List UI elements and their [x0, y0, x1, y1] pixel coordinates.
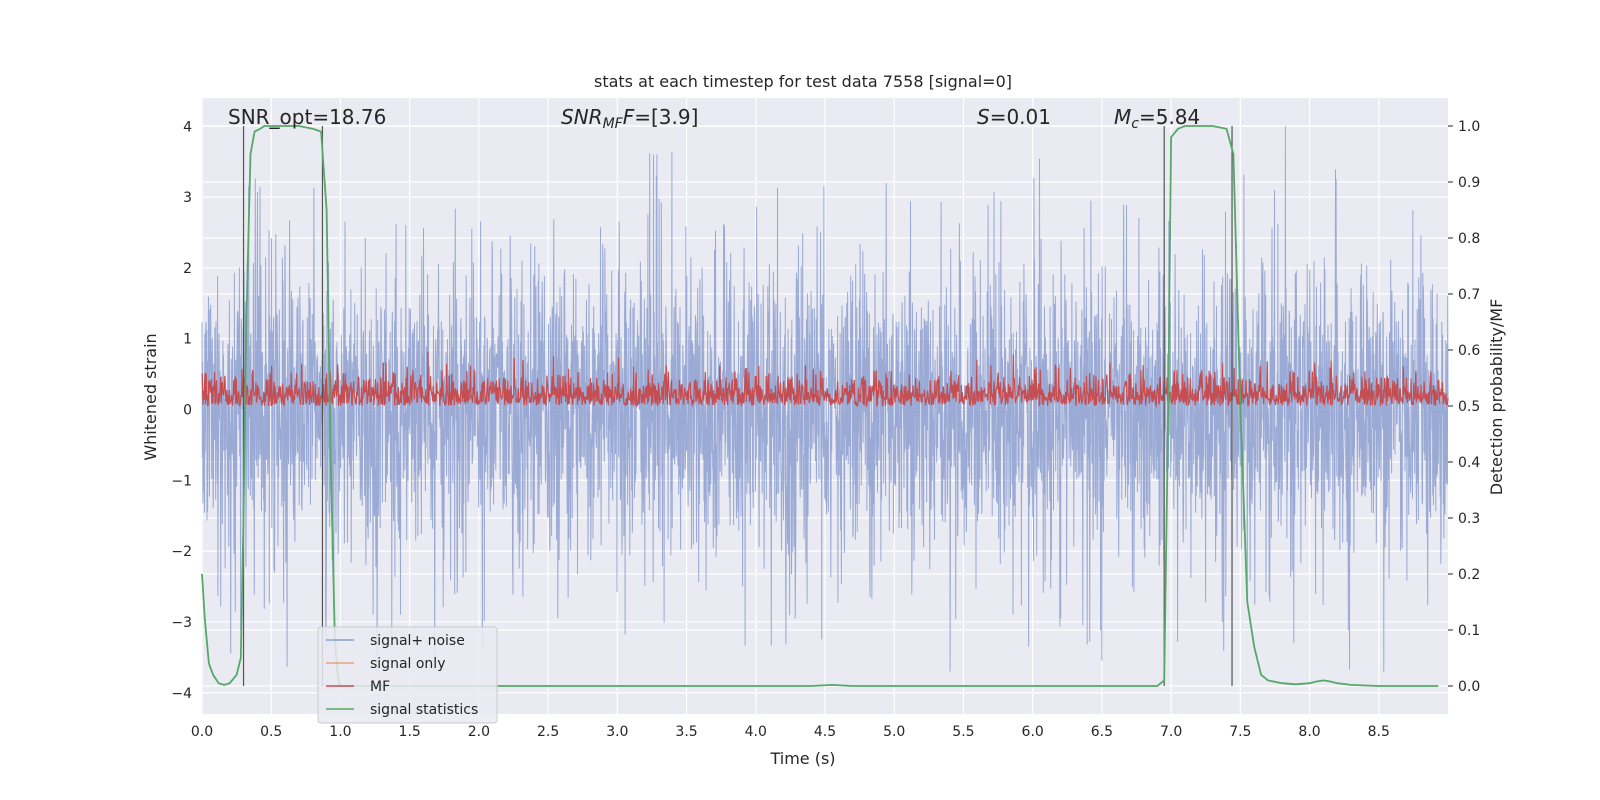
x-tick-label: 5.5	[952, 724, 974, 740]
y-tick-label: −1	[171, 473, 192, 489]
ticks: 0.0 0.5 1.0 1.5 2.0 2.5 3.0 3.5 4.0 4.5 5.0 5.5 6.0 6…	[171, 119, 1480, 740]
y-right-tick-label: 0.8	[1458, 231, 1480, 247]
legend-label-signal-noise: signal+ noise	[370, 633, 465, 649]
annotation-mc: Mc=5.84	[1114, 105, 1200, 132]
y-right-tick-label: 0.6	[1458, 343, 1480, 359]
y-right-tick-label: 0.2	[1458, 567, 1480, 583]
y-tick-label: −4	[171, 686, 192, 702]
x-tick-label: 4.0	[745, 724, 767, 740]
x-tick-label: 2.0	[468, 724, 490, 740]
y-right-tick-label: 0.0	[1458, 679, 1480, 695]
y-tick-label: −2	[171, 544, 192, 560]
legend-label-signal-statistics: signal statistics	[370, 702, 478, 718]
legend: signal+ noise signal only MF signal stat…	[317, 626, 498, 724]
y-tick-label: −3	[171, 615, 192, 631]
legend-box	[317, 626, 498, 724]
annotation-snr-mf: SNRMFF=[3.9]	[561, 105, 698, 132]
y-right-tick-label: 0.4	[1458, 455, 1480, 471]
vertical-markers	[242, 126, 1233, 686]
y-right-tick-label: 0.7	[1458, 287, 1480, 303]
x-tick-label: 0.0	[191, 724, 213, 740]
y-tick-label: 2	[183, 261, 192, 277]
x-tick-label: 3.5	[675, 724, 697, 740]
x-tick-label: 7.5	[1229, 724, 1251, 740]
series-signal-statistics	[201, 125, 1439, 687]
y-right-tick-label: 0.1	[1458, 623, 1480, 639]
x-tick-label: 6.5	[1091, 724, 1113, 740]
y-tick-label: 4	[183, 119, 192, 135]
y-right-tick-label: 1.0	[1458, 119, 1480, 135]
x-tick-label: 6.0	[1022, 724, 1044, 740]
legend-label-mf: MF	[370, 679, 390, 695]
y-right-tick-label: 0.3	[1458, 511, 1480, 527]
annotation-s: S=0.01	[977, 105, 1051, 129]
y-tick-label: 1	[183, 332, 192, 348]
x-axis-label: Time (s)	[769, 749, 835, 768]
y-right-tick-label: 0.9	[1458, 175, 1480, 191]
x-tick-label: 2.5	[537, 724, 559, 740]
x-tick-label: 7.0	[1160, 724, 1182, 740]
x-tick-label: 4.5	[814, 724, 836, 740]
y-right-tick-label: 0.5	[1458, 399, 1480, 415]
legend-label-signal-only: signal only	[370, 656, 445, 672]
x-tick-label: 5.0	[883, 724, 905, 740]
x-tick-label: 8.5	[1368, 724, 1390, 740]
y-tick-label: 3	[183, 190, 192, 206]
x-tick-label: 8.0	[1298, 724, 1320, 740]
y-axis-right-label: Detection probability/MF	[1487, 299, 1506, 496]
y-axis-label: Whitened strain	[141, 333, 160, 460]
y-tick-label: 0	[183, 403, 192, 419]
signal-statistics-line	[201, 125, 1439, 687]
grid	[201, 98, 1448, 714]
x-tick-label: 1.5	[399, 724, 421, 740]
x-tick-label: 1.0	[329, 724, 351, 740]
x-tick-label: 3.0	[606, 724, 628, 740]
chart-title: stats at each timestep for test data 755…	[594, 72, 1012, 91]
annotation-snr-opt: SNR_opt=18.76	[228, 105, 386, 129]
x-tick-label: 0.5	[260, 724, 282, 740]
